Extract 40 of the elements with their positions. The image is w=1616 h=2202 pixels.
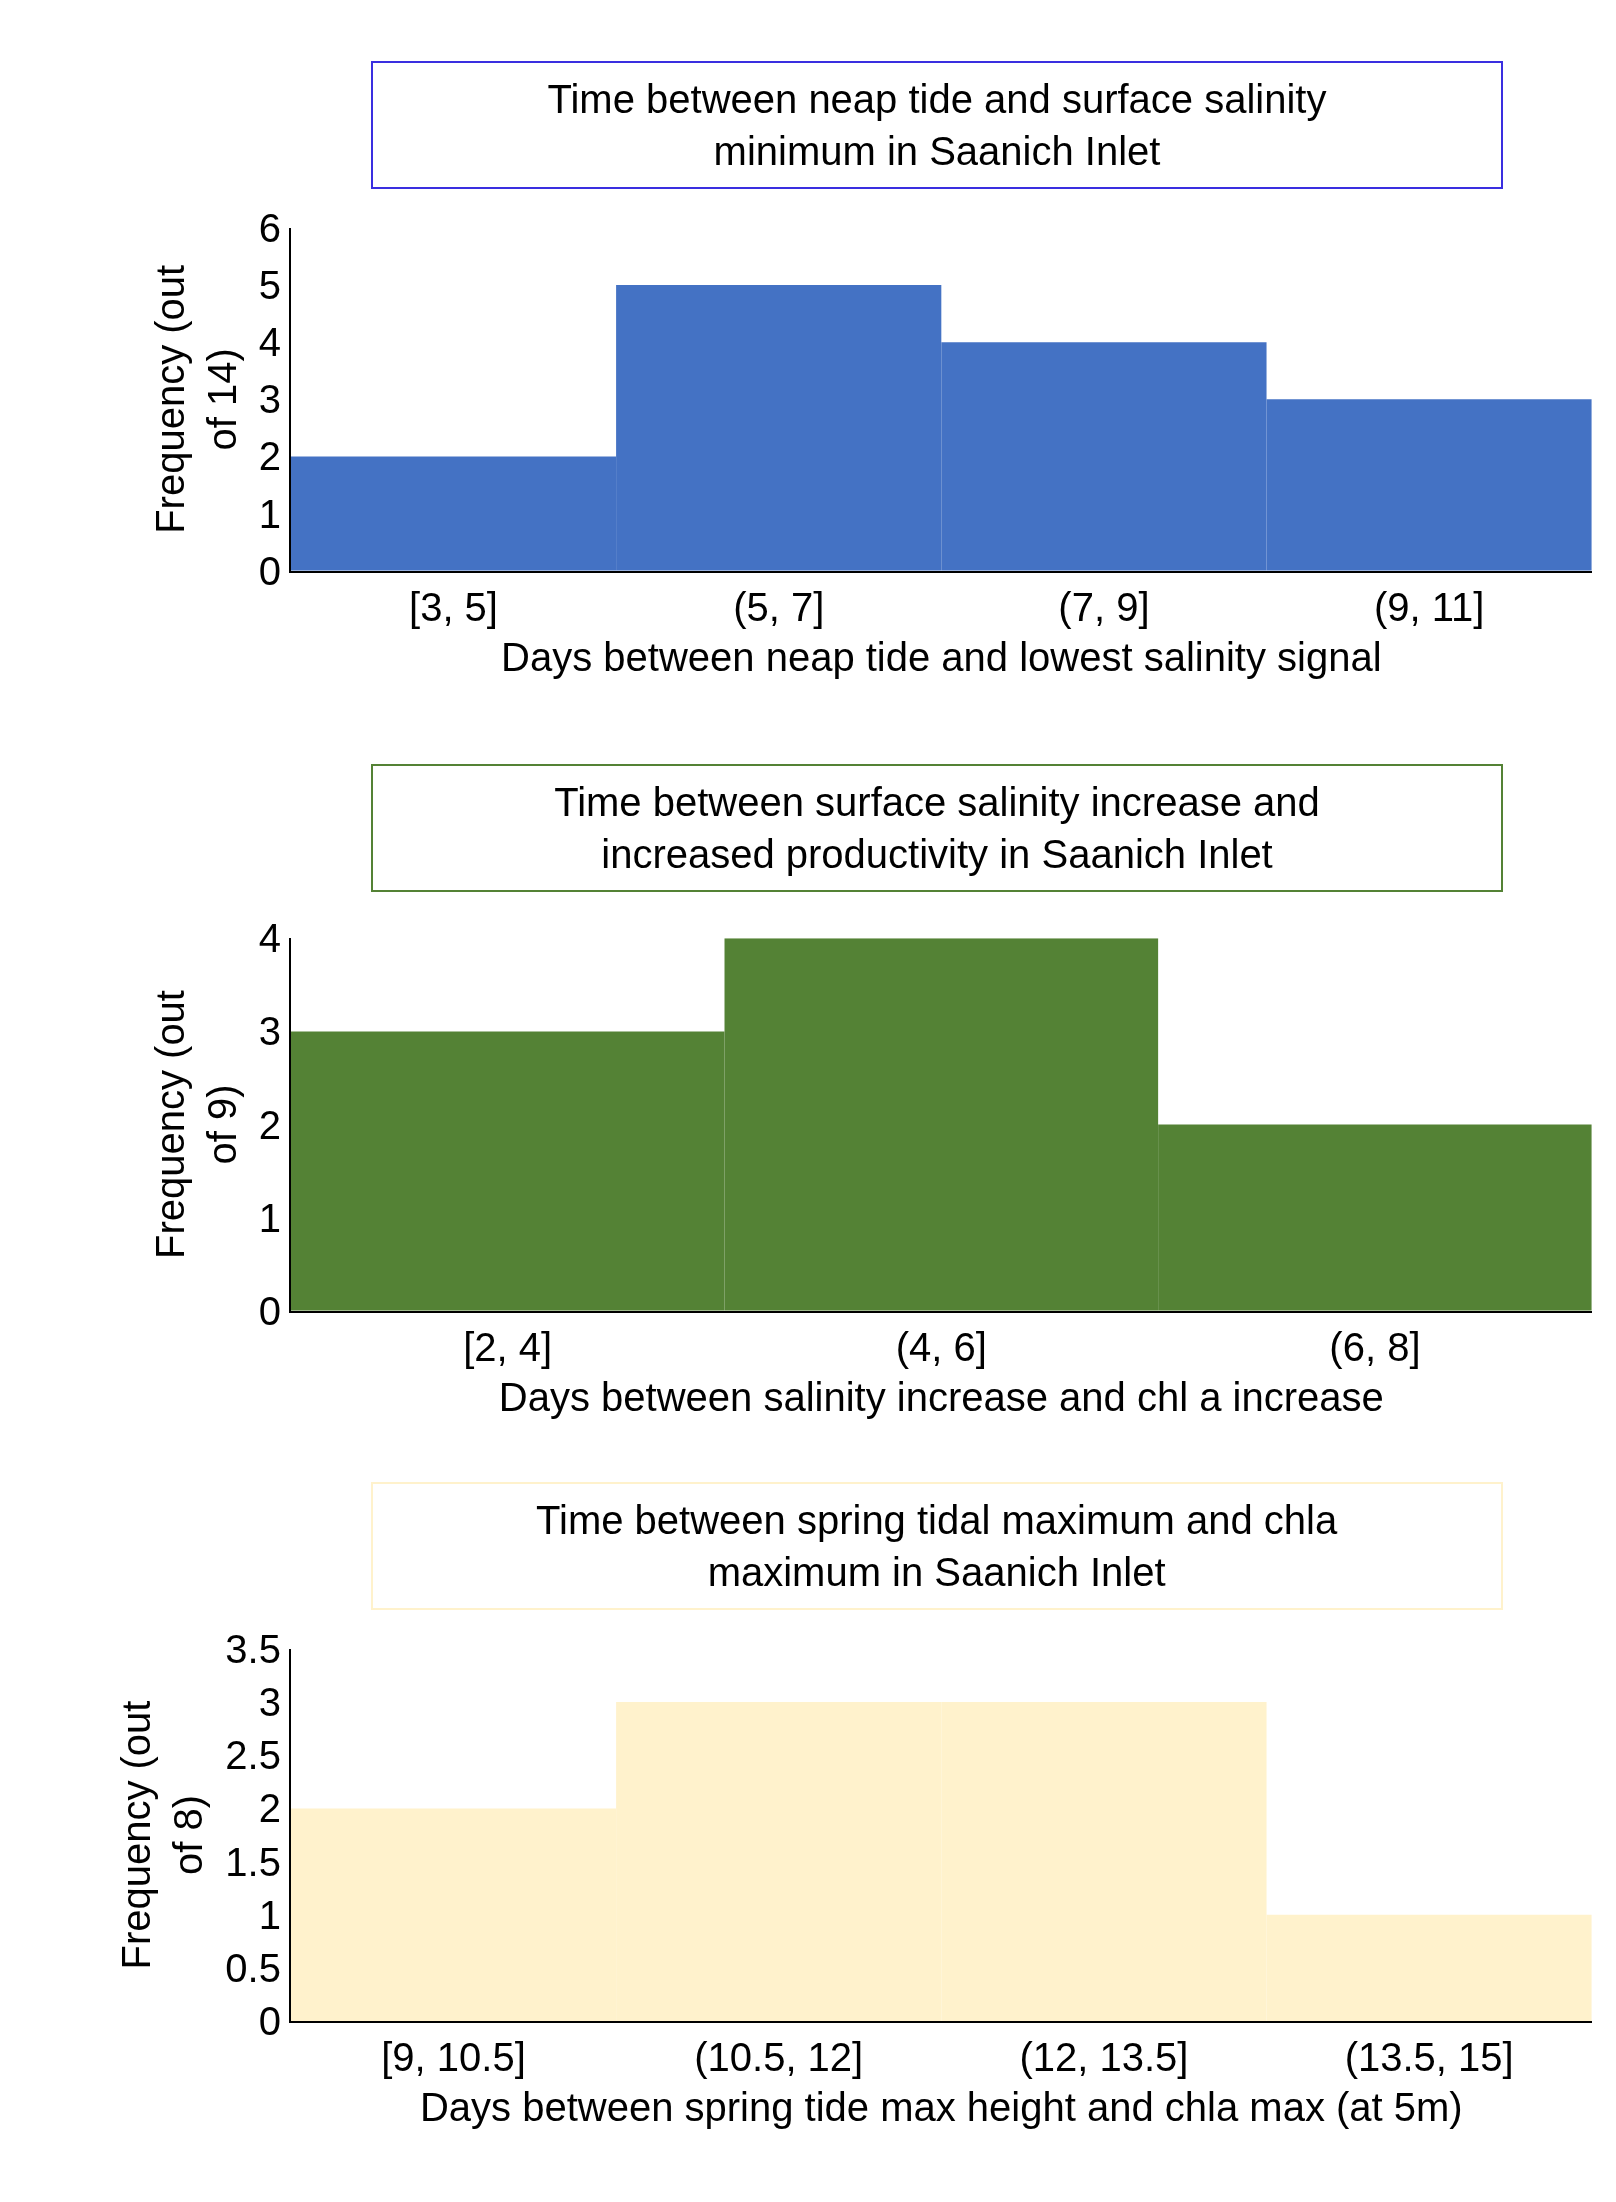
- x-axis-title: Days between salinity increase and chl a increase: [498, 1374, 1384, 1419]
- y-tick-label: 0: [258, 1288, 281, 1333]
- x-tick-label: [3, 5]: [409, 584, 498, 629]
- y-tick-label: 4: [258, 916, 281, 961]
- x-tick-label: (5, 7]: [733, 584, 825, 629]
- x-tick-label: (13.5, 15]: [1344, 2035, 1514, 2080]
- x-tick-label: [2, 4]: [463, 1324, 553, 1369]
- x-tick-label: (12, 13.5]: [1019, 2035, 1189, 2080]
- y-axis-title: Frequency (out of 8): [114, 1700, 211, 1970]
- y-tick-label: 3: [258, 1009, 281, 1054]
- y-tick-label: 1.5: [225, 1839, 281, 1884]
- y-tick-label: 0: [258, 548, 281, 593]
- y-tick-label: 1: [258, 1195, 281, 1240]
- y-tick-label: 2: [258, 1786, 281, 1831]
- y-tick-label: 2: [258, 434, 281, 479]
- y-tick-label: 0: [258, 1999, 281, 2044]
- chart-title: Time between spring tidal maximum and chla maximum in Saanich Inlet: [536, 1498, 1338, 1594]
- y-axis-title: Frequency (out of 14): [147, 264, 244, 534]
- y-tick-label: 6: [258, 205, 281, 250]
- x-axis-title: Days between spring tide max height and chla max (at 5m): [419, 2085, 1463, 2130]
- x-tick-label: (6, 8]: [1329, 1324, 1421, 1369]
- y-tick-label: 4: [258, 320, 281, 365]
- x-tick-label: (9, 11]: [1373, 584, 1485, 629]
- y-tick-label: 0.5: [225, 1946, 281, 1991]
- y-tick-label: 1: [258, 1892, 281, 1937]
- y-tick-label: 3: [258, 377, 281, 422]
- y-tick-label: 2.5: [225, 1733, 281, 1778]
- chart-title: Time between surface salinity increase and increased productivity in Saanich Inlet: [554, 780, 1320, 876]
- y-tick-label: 2: [258, 1102, 281, 1147]
- x-tick-label: (10.5, 12]: [694, 2035, 864, 2080]
- x-tick-label: (4, 6]: [895, 1324, 987, 1369]
- chart-title: Time between neap tide and surface salinity minimum in Saanich Inlet: [547, 77, 1327, 173]
- y-tick-label: 3: [258, 1680, 281, 1725]
- y-axis-title: Frequency (out of 9): [147, 990, 244, 1260]
- y-tick-label: 5: [258, 262, 281, 307]
- x-axis-title: Days between neap tide and lowest salinity signal: [501, 634, 1382, 679]
- y-tick-label: 3.5: [225, 1626, 281, 1671]
- x-tick-label: (7, 9]: [1058, 584, 1150, 629]
- y-tick-label: 1: [258, 491, 281, 536]
- x-tick-label: [9, 10.5]: [381, 2035, 526, 2080]
